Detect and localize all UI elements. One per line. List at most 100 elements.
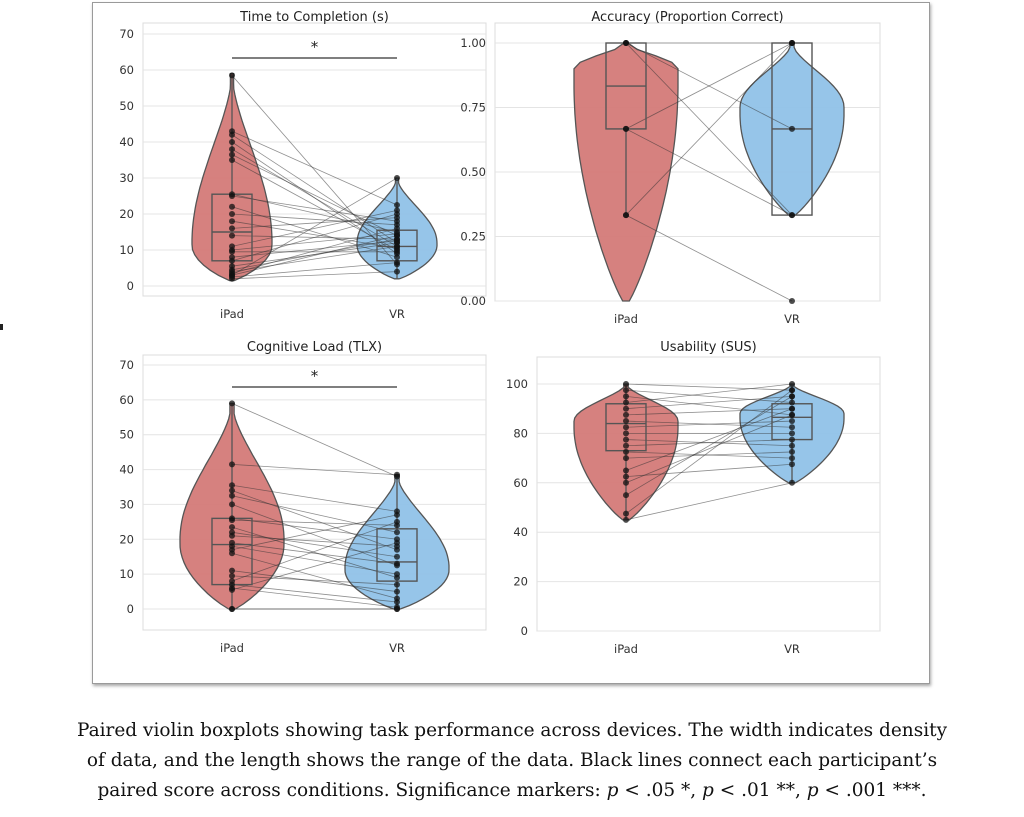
data-point	[623, 430, 629, 437]
data-point	[789, 393, 795, 400]
y-tick-label: 50	[119, 99, 134, 113]
data-point	[623, 448, 629, 455]
x-tick-label: iPad	[220, 307, 244, 321]
y-tick-label: 10	[119, 243, 134, 257]
box	[376, 528, 418, 582]
data-point	[394, 268, 400, 275]
data-point	[623, 393, 629, 400]
data-point	[394, 581, 400, 588]
paired-line	[231, 584, 398, 603]
paired-line	[625, 396, 793, 496]
paired-line	[231, 246, 398, 272]
data-point	[229, 211, 235, 217]
data-point	[394, 202, 400, 208]
paired-line	[231, 463, 398, 476]
caption-line-2: of data, and the length shows the range …	[86, 750, 938, 771]
data-point	[789, 387, 795, 394]
y-tick-label: 60	[119, 393, 134, 407]
y-tick-label: 50	[119, 428, 134, 442]
data-point	[394, 471, 400, 478]
y-tick-label: 0.00	[460, 294, 486, 308]
paired-line	[231, 262, 398, 278]
data-point	[229, 567, 235, 574]
data-point	[394, 588, 400, 595]
data-point	[394, 211, 400, 217]
paired-line	[625, 439, 793, 447]
data-point	[789, 455, 795, 462]
data-point	[229, 151, 235, 158]
data-point	[789, 436, 795, 443]
paired-line	[625, 42, 793, 216]
data-point	[229, 257, 235, 264]
paired-line	[625, 414, 793, 484]
paired-line	[231, 504, 398, 566]
data-point	[623, 455, 629, 462]
paired-line	[625, 408, 793, 416]
data-point	[229, 225, 235, 232]
paired-line	[231, 75, 398, 265]
paired-line	[625, 420, 793, 428]
figure-caption: Paired violin boxplots showing task perf…	[30, 716, 994, 806]
paired-line	[625, 128, 793, 216]
significance-label: *	[311, 38, 319, 56]
data-point	[623, 418, 629, 425]
violin-figure: Time to Completion (s) 0 10 20 30 40 50 60 70 iPa…	[119, 10, 881, 656]
data-point	[789, 430, 795, 437]
x-tick-label: iPad	[220, 641, 244, 655]
data-point	[229, 517, 235, 524]
paired-line	[625, 42, 793, 130]
y-tick-label: 70	[119, 27, 134, 41]
data-point	[623, 125, 629, 132]
data-point	[229, 193, 235, 199]
paired-line	[231, 490, 398, 551]
data-point	[623, 442, 629, 449]
data-point	[623, 399, 629, 406]
data-point	[229, 482, 235, 489]
paired-line	[625, 482, 793, 521]
x-tick-label: VR	[389, 641, 405, 655]
data-point	[229, 550, 235, 557]
paired-line	[231, 570, 398, 592]
paired-line	[231, 130, 398, 206]
paired-line	[625, 395, 793, 410]
y-tick-label: 30	[119, 497, 134, 511]
x-tick-label: VR	[389, 307, 405, 321]
panel-title-4: Usability (SUS)	[660, 340, 756, 355]
y-tick-label: 20	[513, 575, 528, 589]
data-point	[394, 571, 400, 578]
caption-line-1: Paired violin boxplots showing task perf…	[76, 720, 948, 741]
data-point	[623, 411, 629, 418]
data-point	[229, 400, 235, 407]
data-point	[394, 243, 400, 250]
paired-line	[231, 535, 398, 547]
paired-line	[231, 206, 398, 258]
data-point	[623, 492, 629, 499]
data-point	[229, 248, 235, 255]
paired-line	[231, 517, 398, 540]
paired-line	[231, 213, 398, 226]
data-point	[394, 259, 400, 266]
data-point	[623, 479, 629, 486]
y-tick-label: 40	[513, 525, 528, 539]
paired-line	[231, 159, 398, 251]
data-point	[394, 511, 400, 518]
data-point	[623, 473, 629, 480]
data-point	[394, 529, 400, 536]
edge-mark	[0, 324, 3, 330]
paired-line	[231, 235, 398, 276]
y-tick-label: 100	[506, 377, 528, 391]
paired-line	[231, 542, 398, 565]
paired-line	[231, 514, 398, 551]
data-point	[229, 492, 235, 499]
data-point	[394, 518, 400, 525]
caption-line-3: paired score across conditions. Signific…	[97, 780, 927, 801]
data-point	[623, 510, 629, 517]
paired-line	[231, 495, 398, 533]
paired-line	[231, 217, 398, 229]
panel-title-3: Cognitive Load (TLX)	[247, 340, 382, 355]
data-point	[229, 131, 235, 138]
data-point	[229, 572, 235, 579]
paired-line	[625, 214, 793, 302]
paired-line	[625, 451, 793, 459]
significance-label: *	[311, 367, 319, 385]
